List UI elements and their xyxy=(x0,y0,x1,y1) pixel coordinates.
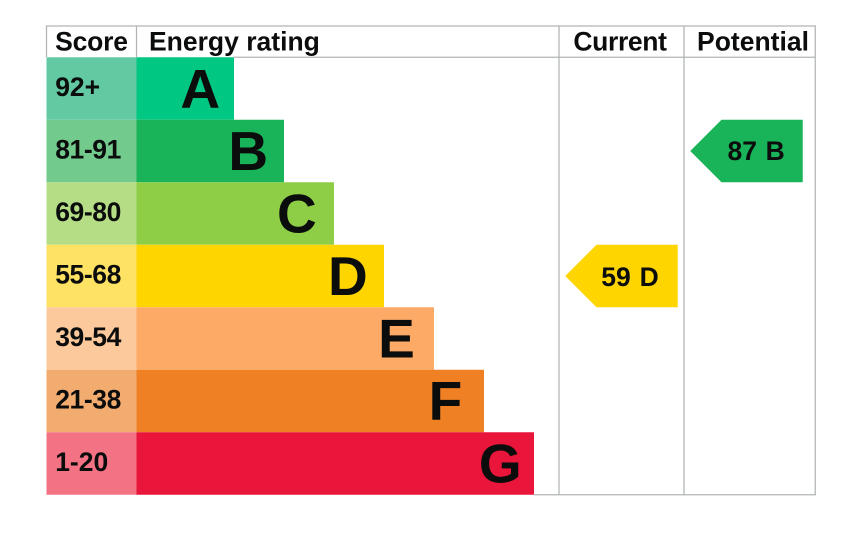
svg-text:55-68: 55-68 xyxy=(55,260,121,290)
svg-text:Current: Current xyxy=(573,27,667,57)
svg-text:81-91: 81-91 xyxy=(55,135,121,165)
svg-text:Score: Score xyxy=(55,27,128,57)
svg-text:92+: 92+ xyxy=(55,72,100,102)
svg-text:1-20: 1-20 xyxy=(55,447,108,477)
svg-text:A: A xyxy=(180,57,220,119)
svg-text:C: C xyxy=(277,182,317,244)
svg-text:87: 87 xyxy=(728,136,757,166)
svg-text:Potential: Potential xyxy=(697,27,809,57)
svg-text:E: E xyxy=(378,307,415,369)
svg-text:B: B xyxy=(228,120,268,182)
svg-text:G: G xyxy=(479,432,522,494)
svg-text:69-80: 69-80 xyxy=(55,197,121,227)
svg-text:D: D xyxy=(640,262,659,292)
svg-text:F: F xyxy=(429,370,463,432)
svg-text:B: B xyxy=(766,136,785,166)
svg-text:59: 59 xyxy=(601,262,630,292)
svg-text:D: D xyxy=(328,245,368,307)
svg-text:21-38: 21-38 xyxy=(55,385,121,415)
svg-text:Energy rating: Energy rating xyxy=(149,27,320,57)
svg-text:39-54: 39-54 xyxy=(55,322,121,352)
